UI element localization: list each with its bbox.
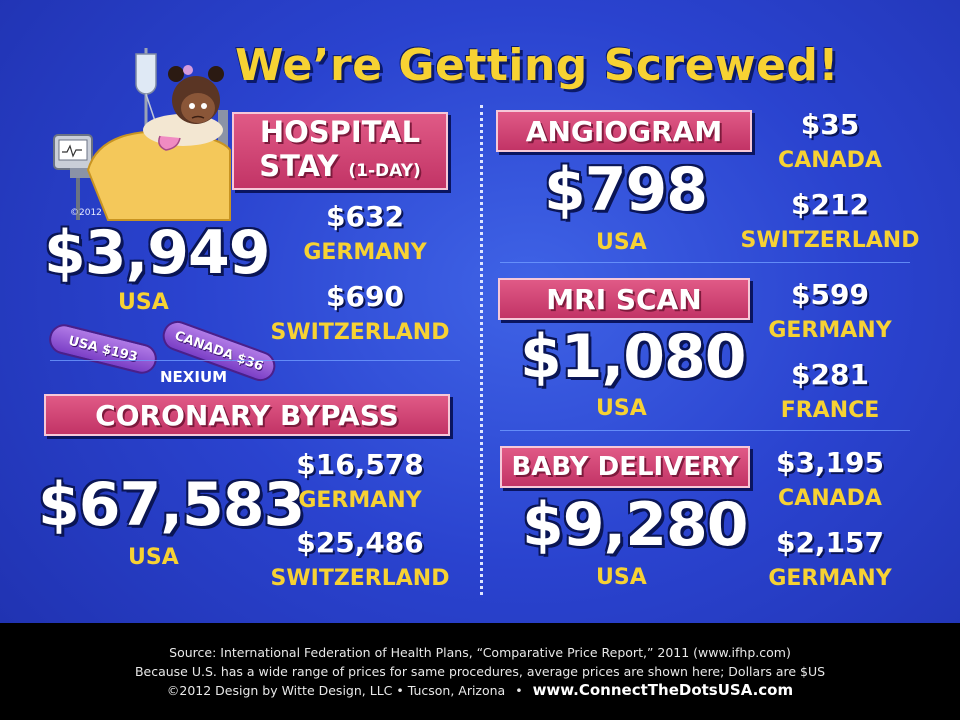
bypass-usa-price: $67,583 [38,470,305,540]
angiogram-banner: ANGIOGRAM [496,110,752,152]
hospital-stay-banner: HOSPITAL STAY (1-DAY) [232,112,448,190]
footer-source: Source: International Federation of Heal… [169,645,791,660]
page-title: We’re Getting Screwed! [235,40,839,91]
baby-delivery-banner: BABY DELIVERY [500,446,750,488]
mri-compare-2-price: $281 [791,358,869,391]
mri-compare-1-country: GERMANY [768,318,892,343]
nexium-pill-usa: USA $193 [46,321,160,377]
hospital-stay-word: STAY [259,148,339,183]
footer-credit-line: ©2012 Design by Witte Design, LLC • Tucs… [167,681,793,700]
bypass-usa-label: USA [128,545,179,570]
footer-website-link[interactable]: www.ConnectTheDotsUSA.com [532,681,794,699]
mri-scan-banner: MRI SCAN [498,278,750,320]
mri-usa-price: $1,080 [520,322,747,392]
angiogram-compare-2-price: $212 [791,188,869,221]
bypass-compare-2-country: SWITZERLAND [270,566,450,591]
bypass-compare-2-price: $25,486 [296,526,424,559]
angiogram-compare-2-country: SWITZERLAND [740,228,920,253]
mri-compare-1-price: $599 [791,278,869,311]
bypass-compare-1-price: $16,578 [296,448,424,481]
footer-credit: ©2012 Design by Witte Design, LLC • Tucs… [166,683,506,698]
copyright-mark: ©2012 [70,208,102,218]
left-divider [50,360,460,361]
baby-usa-price: $9,280 [522,490,749,560]
hospital-compare-2-price: $690 [326,280,404,313]
hospital-bed-illustration [53,48,231,221]
hospital-usa-price: $3,949 [44,218,271,288]
hospital-compare-2-country: SWITZERLAND [270,320,450,345]
hospital-compare-1-country: GERMANY [303,240,427,265]
baby-compare-2-price: $2,157 [775,526,885,559]
center-divider [480,105,483,595]
baby-compare-2-country: GERMANY [768,566,892,591]
angiogram-compare-1-price: $35 [800,108,860,141]
angiogram-usa-price: $798 [544,155,708,225]
angiogram-usa-label: USA [596,230,647,255]
baby-compare-1-country: CANADA [778,486,882,511]
baby-usa-label: USA [596,565,647,590]
right-divider-2 [500,430,910,431]
hospital-stay-suffix: (1-DAY) [348,160,421,181]
coronary-bypass-banner: CORONARY BYPASS [44,394,450,436]
angiogram-compare-1-country: CANADA [778,148,882,173]
hospital-label-line2: STAY (1-DAY) [259,149,421,188]
hospital-label-line1: HOSPITAL [259,114,421,149]
mri-usa-label: USA [596,396,647,421]
footer-separator: • [515,683,523,698]
nexium-label: NEXIUM [160,368,228,386]
bypass-compare-1-country: GERMANY [298,488,422,513]
footer: Source: International Federation of Heal… [0,623,960,720]
right-divider-1 [500,262,910,263]
mri-compare-2-country: FRANCE [780,398,880,423]
footer-note: Because U.S. has a wide range of prices … [134,664,826,679]
hospital-usa-label: USA [118,290,169,315]
hospital-compare-1-price: $632 [326,200,404,233]
baby-compare-1-price: $3,195 [775,446,885,479]
